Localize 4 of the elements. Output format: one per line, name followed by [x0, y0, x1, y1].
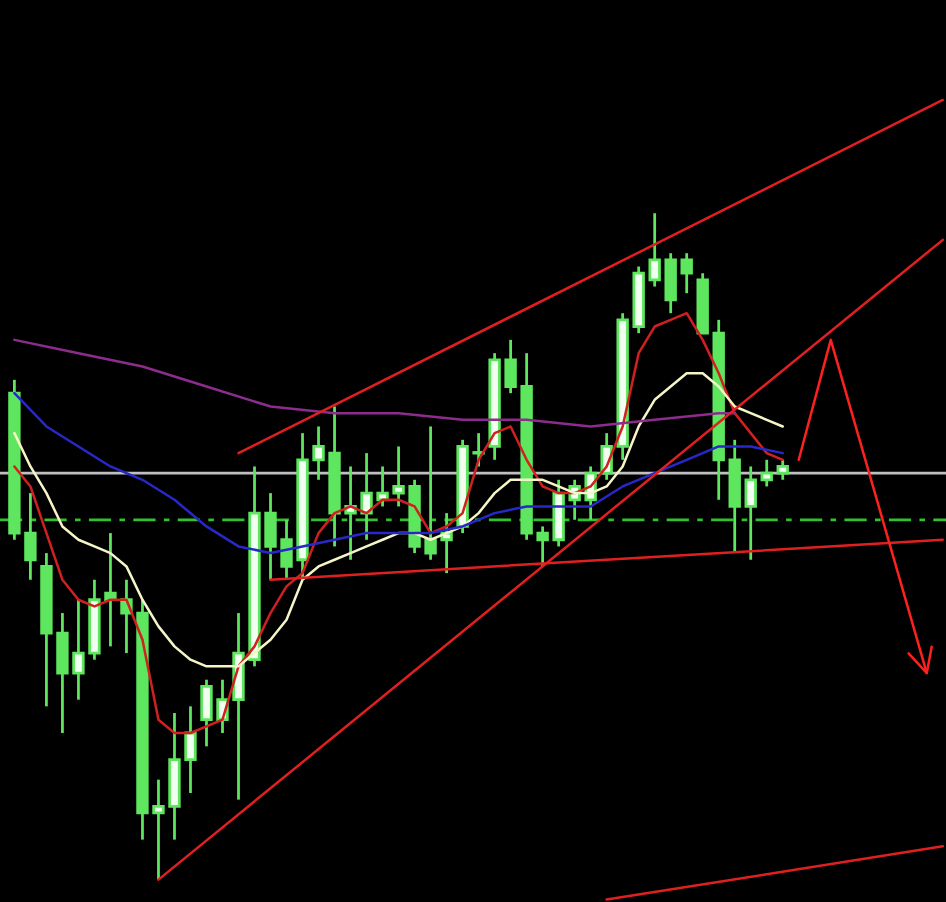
candlestick	[728, 438, 741, 555]
candlestick	[776, 458, 789, 482]
candlestick	[760, 458, 773, 488]
candlestick	[744, 465, 757, 562]
